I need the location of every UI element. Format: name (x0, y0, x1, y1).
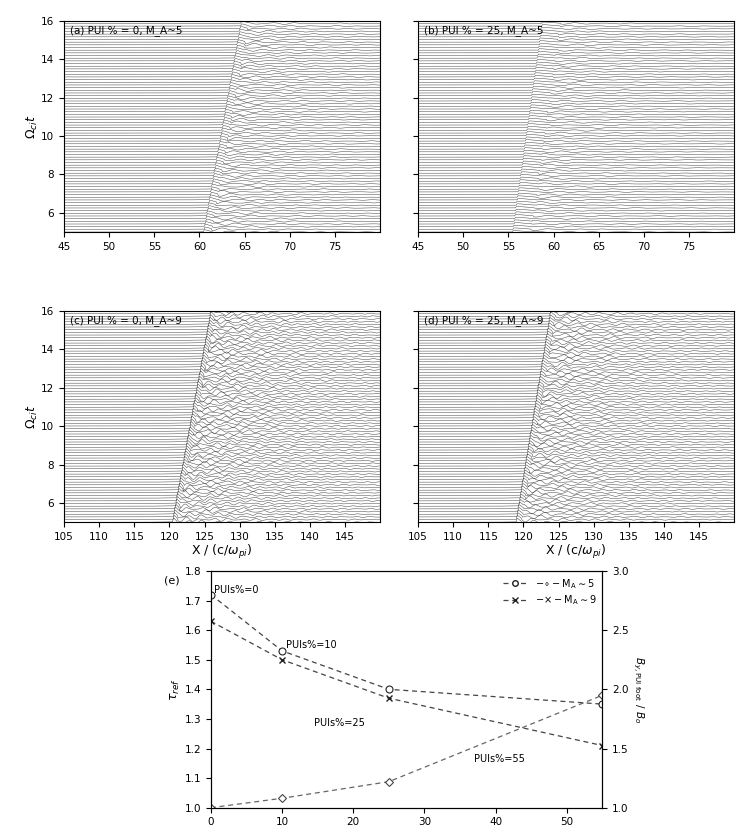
Legend: $-\!\circ\!-\mathrm{M_A{\sim}5}$, $-\!\times\!-\mathrm{M_A{\sim}9}$: $-\!\circ\!-\mathrm{M_A{\sim}5}$, $-\!\t… (501, 576, 598, 608)
Text: (a) PUI % = 0, M_A~5: (a) PUI % = 0, M_A~5 (70, 25, 183, 36)
Y-axis label: $\Omega_{ci}t$: $\Omega_{ci}t$ (25, 114, 40, 139)
Text: (d) PUI % = 25, M_A~9: (d) PUI % = 25, M_A~9 (425, 315, 544, 326)
Text: (b) PUI % = 25, M_A~5: (b) PUI % = 25, M_A~5 (425, 25, 544, 36)
Text: PUIs%=55: PUIs%=55 (474, 754, 525, 764)
Text: (c) PUI % = 0, M_A~9: (c) PUI % = 0, M_A~9 (70, 315, 182, 326)
Text: PUIs%=25: PUIs%=25 (314, 718, 365, 728)
Text: PUIs%=10: PUIs%=10 (285, 640, 337, 650)
Y-axis label: $\tau_{ref}$: $\tau_{ref}$ (169, 678, 181, 701)
X-axis label: X / (c/$\omega_{pi}$): X / (c/$\omega_{pi}$) (191, 543, 253, 562)
X-axis label: X / (c/$\omega_{pi}$): X / (c/$\omega_{pi}$) (545, 543, 607, 562)
Y-axis label: $\Omega_{ci}t$: $\Omega_{ci}t$ (25, 405, 40, 429)
Text: (e): (e) (164, 576, 179, 586)
Text: PUIs%=0: PUIs%=0 (215, 585, 259, 595)
Y-axis label: $B_{y,\rm PUI\ foot}\ /\ B_o$: $B_{y,\rm PUI\ foot}\ /\ B_o$ (631, 656, 645, 723)
